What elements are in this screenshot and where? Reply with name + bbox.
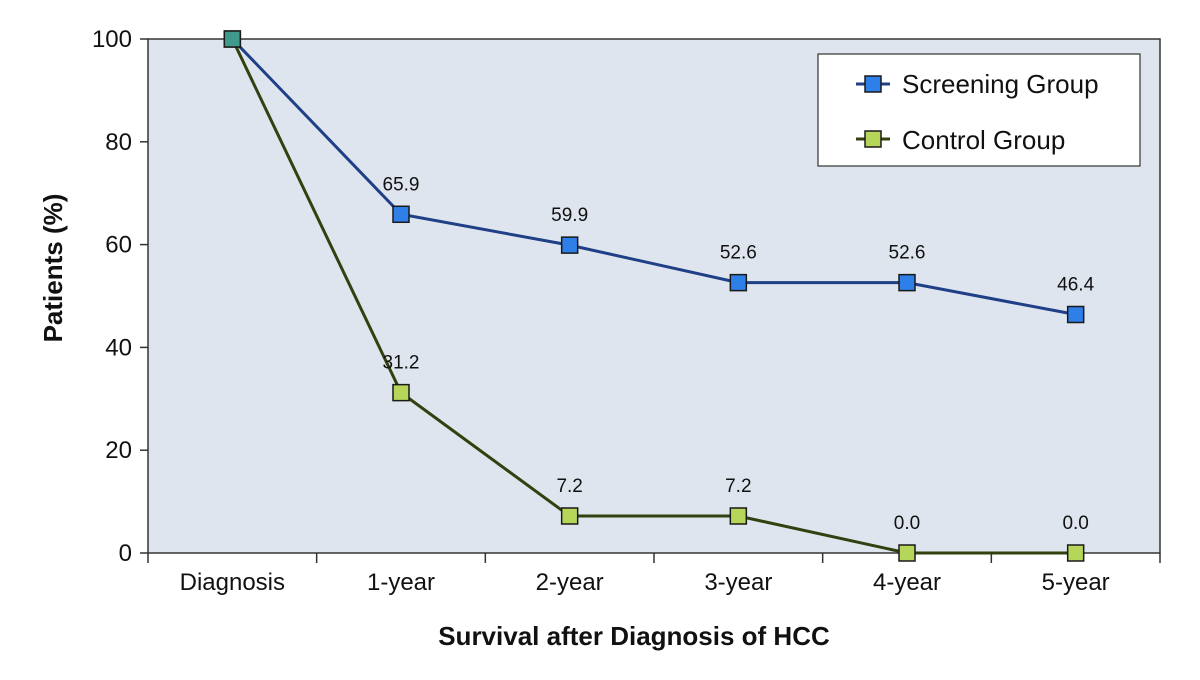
x-tick-label: 3-year xyxy=(704,569,772,596)
series-layer xyxy=(223,30,1085,562)
data-point-control xyxy=(560,507,579,525)
y-tick-label: 100 xyxy=(92,26,132,53)
x-tick-label: Diagnosis xyxy=(180,569,285,596)
data-point-screening xyxy=(223,30,242,48)
data-point-screening xyxy=(1066,305,1085,324)
y-tick-label: 0 xyxy=(119,540,132,567)
data-label-screening: 59.9 xyxy=(551,205,588,226)
data-label-screening: 52.6 xyxy=(889,243,926,264)
y-tick-label: 80 xyxy=(105,129,132,156)
y-axis-title: Patients (%) xyxy=(38,194,68,343)
legend-marker-screening xyxy=(864,75,882,93)
data-label-control: 7.2 xyxy=(556,476,582,497)
series-line-screening xyxy=(231,37,1076,316)
series-line-control xyxy=(230,38,1076,555)
legend-label-screening: Screening Group xyxy=(902,69,1099,99)
legend-label-control: Control Group xyxy=(902,125,1065,155)
legend: Screening Group Control Group xyxy=(817,53,1141,167)
data-label-control: 0.0 xyxy=(1062,513,1088,534)
data-point-screening xyxy=(560,236,579,254)
y-tick-label: 60 xyxy=(105,232,132,259)
data-point-screening xyxy=(729,273,748,292)
axes: 0 20 40 60 80 100 Diagnosis 1-year 2-year 3-year 4… xyxy=(92,26,1161,596)
data-label-control: 31.2 xyxy=(383,353,420,374)
x-tick-label: 5-year xyxy=(1042,569,1110,596)
legend-marker-control xyxy=(864,130,882,148)
data-point-screening xyxy=(898,273,916,292)
data-point-control xyxy=(898,544,916,562)
data-point-control xyxy=(1066,544,1085,562)
x-tick-label: 1-year xyxy=(367,569,435,596)
data-label-screening: 52.6 xyxy=(720,243,757,264)
data-point-control xyxy=(392,383,410,402)
data-labels: 31.2 7.2 7.2 0.0 0.0 65.9 59.9 52.6 52.6 46.4 xyxy=(383,174,1095,534)
data-label-control: 7.2 xyxy=(725,476,751,497)
x-tick-label: 4-year xyxy=(873,569,941,596)
data-point-screening xyxy=(392,205,410,224)
y-tick-label: 20 xyxy=(105,437,132,464)
x-tick-label: 2-year xyxy=(536,569,604,596)
x-axis-title: Survival after Diagnosis of HCC xyxy=(438,621,830,651)
data-label-screening: 46.4 xyxy=(1057,275,1094,296)
data-label-control: 0.0 xyxy=(894,513,920,534)
data-point-control xyxy=(729,507,748,525)
y-tick-label: 40 xyxy=(105,334,132,361)
data-label-screening: 65.9 xyxy=(383,174,420,195)
